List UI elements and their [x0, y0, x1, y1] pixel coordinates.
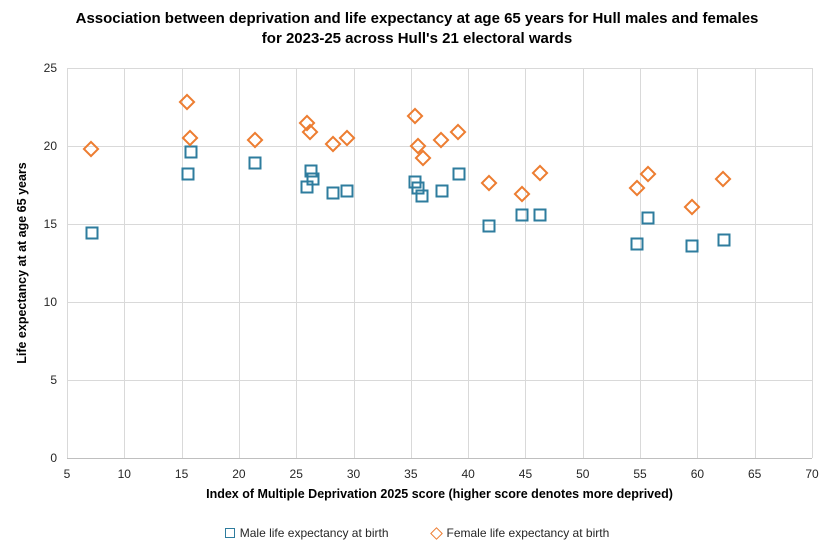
x-tick-label: 25: [289, 467, 303, 481]
plot-area: [67, 68, 813, 459]
gridline-vertical: [296, 68, 297, 458]
data-point-female: [406, 107, 424, 125]
data-point-female: [513, 185, 531, 203]
male-square-icon: [224, 528, 235, 538]
gridline-vertical: [468, 68, 469, 458]
x-axis-title: Index of Multiple Deprivation 2025 score…: [206, 487, 673, 501]
gridline-vertical: [812, 68, 813, 458]
data-point-male: [85, 226, 99, 240]
x-tick-label: 35: [404, 467, 418, 481]
gridline-vertical: [755, 68, 756, 458]
x-tick-label: 15: [174, 467, 189, 481]
y-tick-label: 25: [43, 61, 57, 75]
legend-label-female: Female life expectancy at birth: [446, 526, 610, 540]
data-point-male: [717, 233, 731, 247]
data-point-male: [304, 164, 318, 178]
gridline-horizontal: [67, 146, 812, 147]
gridline-vertical: [697, 68, 698, 458]
data-point-female: [628, 179, 646, 197]
data-point-male: [452, 167, 466, 181]
data-point-female: [714, 170, 732, 188]
data-point-male: [630, 237, 644, 251]
gridline-horizontal: [67, 302, 812, 303]
x-tick-label: 70: [805, 467, 819, 481]
x-tick-label: 60: [690, 467, 705, 481]
data-point-male: [248, 156, 262, 170]
data-point-male: [415, 189, 429, 203]
gridline-vertical: [182, 68, 183, 458]
data-point-male: [533, 208, 547, 222]
chart-title: Association between deprivation and life…: [75, 10, 759, 47]
data-point-male: [340, 184, 354, 198]
gridline-vertical: [67, 68, 68, 458]
x-tick-label: 40: [461, 467, 475, 481]
data-point-female: [531, 164, 549, 182]
gridline-horizontal: [67, 68, 812, 69]
legend: Male life expectancy at birth Female lif…: [0, 525, 834, 541]
x-tick-label: 50: [576, 467, 590, 481]
legend-item-female: Female life expectancy at birth: [429, 525, 610, 541]
x-tick-label: 5: [63, 467, 71, 481]
female-diamond-icon: [429, 526, 443, 540]
y-tick-label: 10: [43, 295, 57, 309]
x-tick-label: 20: [232, 467, 246, 481]
data-point-female: [480, 174, 498, 192]
gridline-vertical: [525, 68, 526, 458]
gridline-vertical: [583, 68, 584, 458]
data-point-male: [306, 172, 320, 186]
gridline-vertical: [124, 68, 125, 458]
data-point-male: [326, 186, 340, 200]
x-axis-line: [67, 458, 812, 459]
data-point-male: [482, 219, 496, 233]
gridline-vertical: [640, 68, 641, 458]
gridline-horizontal: [67, 380, 812, 381]
y-tick-label: 5: [50, 373, 57, 387]
x-tick-label: 10: [117, 467, 131, 481]
y-tick-label: 20: [43, 139, 57, 153]
data-point-male: [181, 167, 195, 181]
data-point-male: [685, 239, 699, 253]
data-point-female: [639, 165, 657, 183]
data-point-male: [435, 184, 449, 198]
x-tick-label: 65: [748, 467, 762, 481]
data-point-male: [641, 211, 655, 225]
x-tick-label: 30: [346, 467, 361, 481]
gridline-vertical: [354, 68, 355, 458]
data-point-male: [300, 180, 314, 194]
data-point-male: [515, 208, 529, 222]
legend-item-male: Male life expectancy at birth: [224, 525, 389, 541]
y-tick-label: 0: [50, 451, 57, 465]
x-tick-label: 45: [518, 467, 533, 481]
x-tick-label: 55: [633, 467, 647, 481]
legend-label-male: Male life expectancy at birth: [239, 526, 389, 540]
data-point-female: [82, 140, 100, 158]
gridline-vertical: [239, 68, 240, 458]
data-point-female: [449, 123, 467, 141]
gridline-vertical: [411, 68, 412, 458]
data-point-male: [184, 145, 198, 159]
gridline-horizontal: [67, 224, 812, 225]
y-tick-label: 15: [43, 217, 57, 231]
data-point-female: [181, 129, 199, 147]
